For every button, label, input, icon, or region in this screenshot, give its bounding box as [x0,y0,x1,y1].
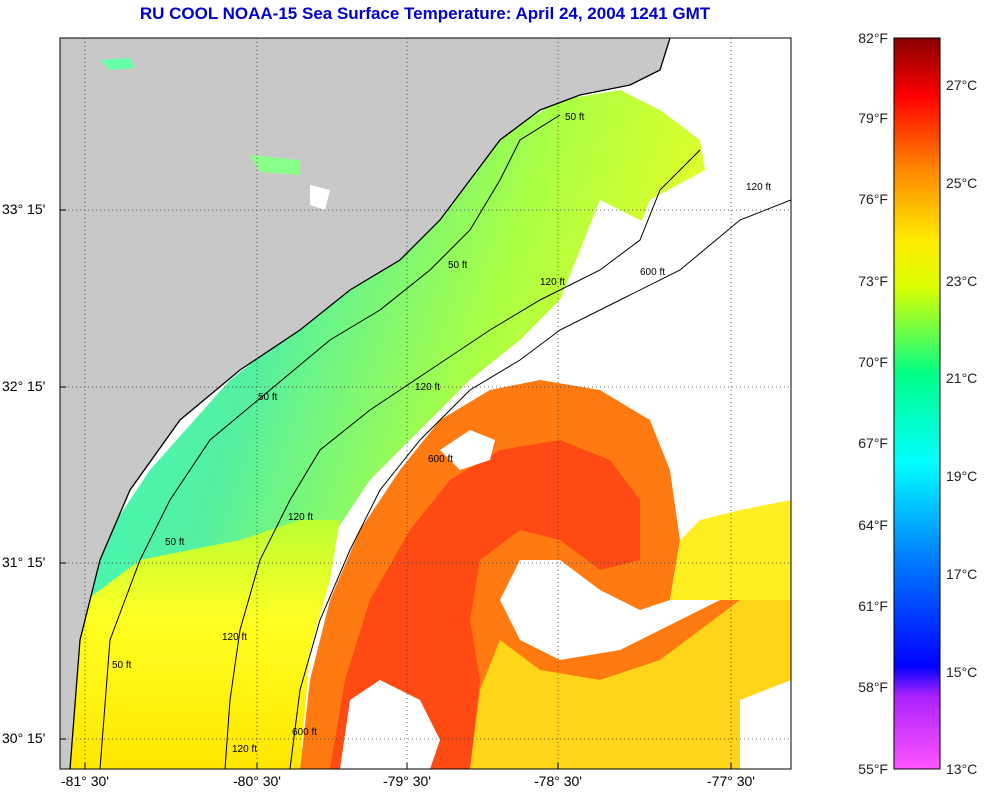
coastline [69,38,671,769]
offshore-water [470,590,791,769]
cloud-patch-southeast [740,680,791,769]
colorbar-c-tick: 25°C [946,175,978,191]
land-mass [60,38,670,769]
cloud-patch-gulf [440,430,495,470]
lon-label: -78° 30' [534,773,582,789]
colorbar-f-tick: 82°F [858,30,888,46]
contour-50ft [99,114,561,769]
contour-600ft [289,199,791,769]
lon-label: -77° 30' [707,773,755,789]
colorbar-f-tick: 61°F [858,598,888,614]
contour-label: 50 ft [112,660,132,671]
colorbar-c-tick: 21°C [946,370,978,386]
colorbar-f-tick: 73°F [858,273,888,289]
colorbar-c-tick: 17°C [946,566,978,582]
colorbar-f-tick: 76°F [858,191,888,207]
lon-label: -79° 30' [383,773,431,789]
lat-label: 32° 15' [2,378,46,394]
lat-label: 30° 15' [2,730,46,746]
contour-120ft [224,149,701,769]
colorbar-f-tick: 70°F [858,354,888,370]
colorbar-c-tick: 19°C [946,468,978,484]
lon-label: -81° 30' [61,773,109,789]
contour-label: 50 ft [165,537,185,548]
contour-label: 120 ft [232,744,257,755]
contour-label: 120 ft [540,277,565,288]
south-shelf-water [60,520,340,769]
contour-label: 120 ft [746,182,771,193]
contour-label-group: 50 ft 50 ft 50 ft 50 ft 50 ft 120 ft 120… [112,112,771,755]
cloud-patch-south [340,680,440,769]
colorbar-f-tick: 79°F [858,110,888,126]
inland-lake [310,185,330,210]
contour-label: 600 ft [292,727,317,738]
gulf-stream-core [330,440,640,769]
contour-label: 120 ft [415,382,440,393]
cloud-region-northeast [700,40,791,190]
contour-label: 50 ft [258,392,278,403]
inland-lake [100,58,135,70]
colorbar-c-tick: 13°C [946,761,978,777]
contour-label: 120 ft [222,632,247,643]
colorbar-f-tick: 58°F [858,679,888,695]
cloud-region-east [530,180,791,540]
lat-label: 31° 15' [2,554,46,570]
contour-label: 600 ft [640,267,665,278]
colorbar-f-tick: 67°F [858,435,888,451]
colorbar [893,37,941,770]
colorbar-c-tick: 23°C [946,273,978,289]
contour-label: 120 ft [288,512,313,523]
offshore-east-water [670,500,791,600]
contour-label: 600 ft [428,454,453,465]
colorbar-f-tick: 64°F [858,517,888,533]
inland-lake [250,155,300,175]
colorbar-c-tick: 27°C [946,77,978,93]
lat-label: 33° 15' [2,201,46,217]
colorbar-f-tick: 55°F [858,761,888,777]
lon-label: -80° 30' [233,773,281,789]
colorbar-c-tick: 15°C [946,664,978,680]
contour-label: 50 ft [448,260,468,271]
frame-ticks [60,209,732,769]
contour-label: 50 ft [565,112,585,123]
map-title: RU COOL NOAA-15 Sea Surface Temperature:… [139,4,711,23]
